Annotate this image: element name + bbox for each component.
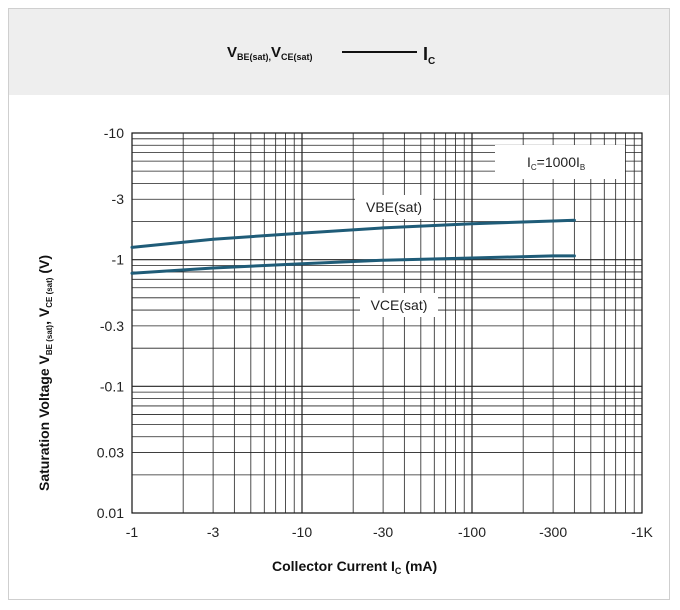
x-tick-label: -1: [126, 524, 139, 540]
condition-text: IC=1000IB: [527, 154, 585, 172]
curve-label-vbe-sat: VBE(sat): [366, 199, 422, 215]
condition-box: [495, 145, 625, 179]
x-tick-label: -30: [373, 524, 393, 540]
x-axis-label-main: Collector Current I: [272, 558, 395, 574]
header-ic-subscript: C: [428, 56, 435, 67]
y-tick-label: -3: [112, 191, 125, 207]
y-axis-label: Saturation Voltage VBE (sat), VCE (sat) …: [36, 255, 54, 491]
chart-header: [9, 9, 669, 95]
x-tick-label: -300: [539, 524, 567, 540]
y-tick-label: -10: [104, 125, 124, 141]
header-ic-symbol: I: [423, 44, 428, 64]
chart-svg: VBE(sat),VCE(sat) IC VBE(sat)VCE(sat) -1…: [36, 44, 654, 576]
x-axis-label: Collector Current IC (mA): [272, 558, 437, 576]
header-vce-subscript: CE(sat): [281, 52, 313, 62]
chart-frame: VBE(sat),VCE(sat) IC VBE(sat) VCE(sat) -1…: [8, 8, 670, 600]
grid: [131, 132, 643, 514]
y-tick-label: 0.03: [97, 445, 124, 461]
series-line-vce-sat: [130, 254, 576, 275]
header-vbe-subscript: BE(sat),: [237, 52, 271, 62]
plot-border: [131, 132, 643, 514]
y-tick-label: -0.1: [100, 378, 124, 394]
header-vbe-symbol: V: [227, 44, 237, 61]
x-tick-label: -100: [458, 524, 486, 540]
y-axis-label-mid: , V: [36, 307, 52, 325]
y-tick-label: 0.01: [97, 505, 124, 521]
series-layer: [130, 218, 576, 275]
curve-labels: VBE(sat) VCE(sat): [355, 195, 438, 317]
y-axis-label-sub-ce: CE (sat): [45, 277, 54, 308]
condition-ib-subscript: B: [580, 163, 585, 172]
header-ic: IC: [423, 44, 435, 67]
y-tick-label: -0.3: [100, 318, 124, 334]
curve-label-bg-vce-sat: [360, 293, 438, 317]
condition-ic-subscript: C: [531, 163, 537, 172]
x-axis-label-unit: (mA): [401, 558, 437, 574]
header-title: VBE(sat),VCE(sat): [227, 44, 313, 62]
header-vce-symbol: V: [271, 44, 281, 61]
y-tick-label: -1: [112, 252, 125, 268]
condition-ratio: =1000I: [537, 154, 580, 170]
curve-label-bg-vbe-sat: [355, 195, 433, 219]
tick-labels: -1 -3 -10 -30 -100 -300 -1K -10 -3 -1 -0.3 -0.1 0.03…: [97, 125, 654, 540]
x-tick-label: -10: [292, 524, 312, 540]
curve-label-vce-sat: VCE(sat): [371, 297, 428, 313]
x-tick-label: -1K: [631, 524, 653, 540]
x-tick-label: -3: [207, 524, 220, 540]
y-axis-label-main: Saturation Voltage V: [36, 354, 52, 491]
series-line-vbe-sat: [130, 218, 576, 249]
x-axis-label-subscript: C: [395, 566, 402, 576]
condition-ic-symbol: I: [527, 154, 531, 170]
y-axis-label-sub-be: BE (sat): [45, 325, 54, 356]
y-axis-label-unit: (V): [36, 255, 52, 278]
